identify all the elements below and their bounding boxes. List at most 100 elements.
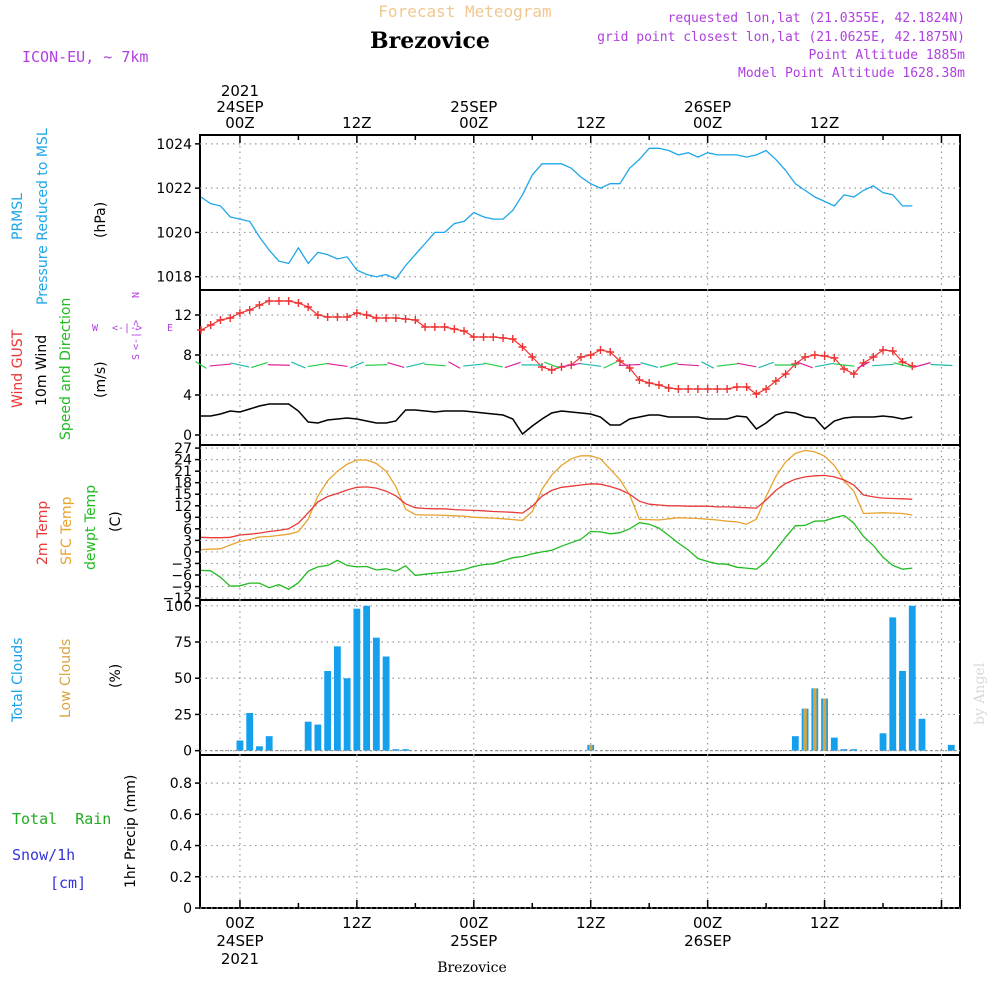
wind-direction-arrow-icon — [387, 361, 405, 369]
wind-direction-arrow-icon — [230, 362, 250, 368]
total-cloud-bar — [236, 740, 244, 751]
top-time-label: 12Z — [810, 114, 839, 132]
gust-marker — [576, 353, 585, 361]
wind-direction-arrow-icon — [327, 362, 348, 368]
gust-marker — [586, 351, 595, 359]
compass-rose: W <-|-> E N <-|-> S — [92, 292, 173, 360]
gust-marker — [869, 353, 878, 361]
top-time-label: 24SEP — [216, 98, 263, 116]
gust-marker — [274, 297, 283, 305]
wind-direction-arrow-icon — [640, 362, 659, 368]
bottom-time-label: 26SEP — [684, 932, 731, 950]
gust-marker — [372, 314, 381, 322]
gust-marker — [723, 385, 732, 393]
total-cloud-bar — [402, 749, 409, 751]
gust-marker — [265, 297, 274, 305]
gust-marker — [654, 381, 663, 389]
y-tick-label: 100 — [165, 599, 192, 615]
gust-marker — [206, 321, 215, 329]
total-cloud-bar — [372, 637, 380, 751]
y-tick-label: 6 — [183, 522, 192, 538]
gust-marker — [830, 354, 839, 362]
snow-label: Snow/1h — [12, 846, 75, 864]
total-cloud-bar — [791, 736, 799, 751]
wind-direction-arrow-icon — [580, 363, 602, 367]
gust-marker — [849, 370, 858, 378]
gust-marker — [333, 313, 342, 321]
total-cloud-bar — [324, 670, 332, 751]
bottom-time-label: 24SEP — [216, 932, 263, 950]
y-tick-label: 12 — [174, 499, 192, 515]
low-cloud-bar — [822, 698, 827, 751]
y-tick-label: −3 — [171, 556, 192, 572]
wind-dir-label: Speed and Direction — [58, 298, 74, 440]
wind-unit-label: (m/s) — [93, 361, 109, 398]
total-cloud-bar — [314, 724, 322, 751]
gust-marker — [216, 316, 225, 324]
bottom-time-label: 2021 — [221, 950, 259, 968]
bottom-time-label: 00Z — [225, 914, 254, 932]
wind-direction-arrow-icon — [561, 362, 582, 368]
total-cloud-bar — [256, 746, 263, 751]
wind-direction-arrow-icon — [872, 363, 894, 367]
y-tick-label: −6 — [171, 568, 192, 584]
top-time-label: 2021 — [221, 82, 259, 100]
compass-west: W — [92, 323, 99, 334]
gust-marker — [518, 343, 527, 351]
panel-frame-precip — [199, 754, 961, 909]
gust-marker — [615, 357, 624, 365]
gust-marker — [538, 363, 546, 371]
total-cloud-bar — [392, 749, 400, 751]
gust-marker — [421, 323, 430, 331]
gust-marker — [294, 299, 303, 307]
y-tick-label: 1022 — [156, 181, 192, 197]
gust-marker — [908, 362, 917, 370]
total-cloud-bar — [265, 736, 273, 751]
top-time-label: 00Z — [459, 114, 488, 132]
model-altitude: Model Point Altitude 1628.38m — [738, 66, 965, 81]
y-tick-label: 0 — [183, 428, 192, 444]
total-cloud-bar — [353, 608, 361, 751]
compass-south: S — [131, 354, 142, 360]
t2m-series-line — [200, 474, 913, 539]
gust-marker — [771, 377, 780, 385]
y-tick-label: 50 — [174, 671, 192, 687]
wind-direction-arrow-icon — [209, 363, 232, 367]
wind-direction-arrow-icon — [797, 361, 813, 369]
gust-marker — [313, 311, 322, 319]
gust-marker — [732, 383, 741, 391]
gust-marker — [469, 333, 478, 341]
gust-marker — [245, 306, 254, 314]
total-clouds-label: Total Clouds — [10, 638, 26, 723]
wind-direction-arrow-icon — [701, 361, 715, 369]
wind-direction-arrow-icon — [913, 362, 931, 368]
gust-marker — [547, 366, 556, 374]
wind-direction-arrow-icon — [833, 363, 855, 367]
gust-marker — [508, 335, 517, 343]
total-cloud-bar — [947, 744, 955, 751]
wind-direction-arrow-icon — [424, 363, 446, 367]
gust-marker — [304, 303, 313, 311]
gust-marker — [674, 385, 683, 393]
gust-marker — [840, 365, 849, 373]
low-cloud-bar — [803, 708, 807, 751]
y-tick-label: 27 — [174, 441, 192, 457]
grid-point-coords: grid point closest lon,lat (21.0625E, 42… — [597, 30, 965, 45]
bottom-time-label: 00Z — [459, 914, 488, 932]
wind10-label: 10m Wind — [34, 335, 50, 406]
y-tick-label: −12 — [162, 591, 192, 607]
gust-marker — [762, 385, 771, 393]
pressure-desc-label: Pressure Reduced to MSL — [35, 128, 51, 305]
y-tick-label: 0.2 — [170, 870, 192, 886]
gust-marker — [362, 311, 371, 319]
wind-direction-arrow-icon — [349, 361, 364, 369]
footer-station: Brezovice — [437, 960, 507, 976]
wind-direction-arrow-icon — [736, 362, 757, 368]
sfc-temp-series-line — [200, 449, 913, 551]
wind-gust-label: Wind GUST — [10, 329, 26, 408]
y-tick-label: 0 — [183, 744, 192, 760]
gust-marker — [664, 384, 673, 392]
gust-marker — [401, 315, 410, 323]
panel-frame-pressure — [199, 134, 961, 291]
